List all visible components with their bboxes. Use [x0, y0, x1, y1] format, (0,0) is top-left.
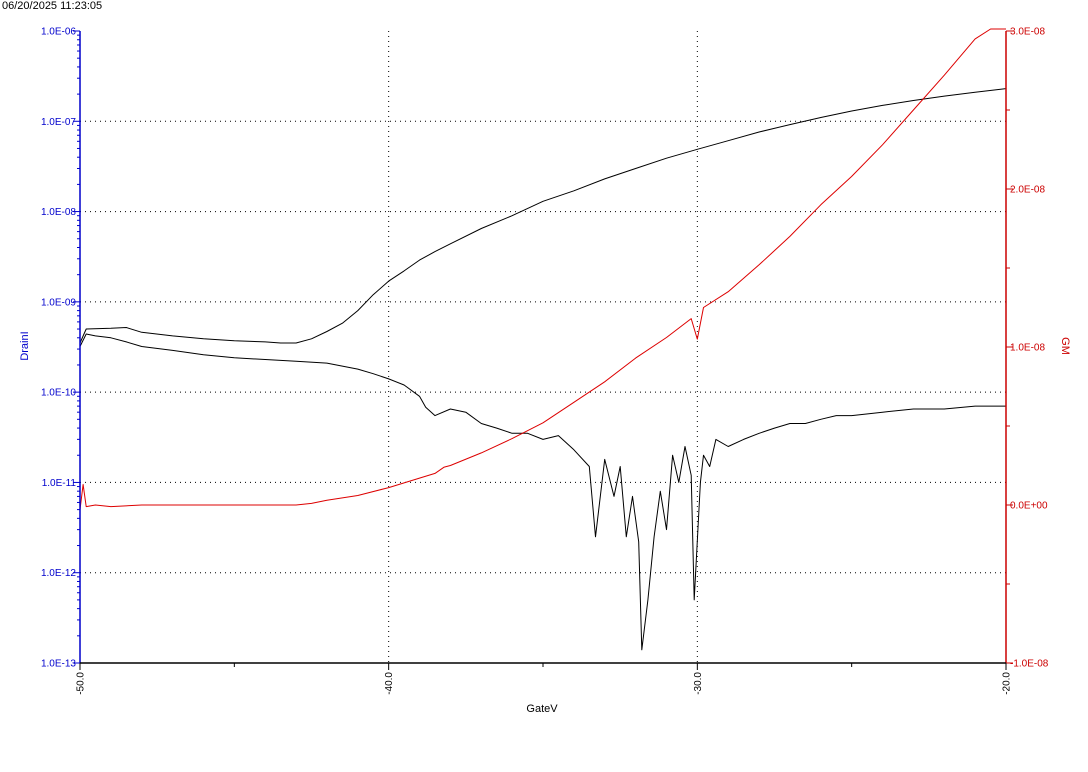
series-layer [79, 28, 1007, 651]
y-right-tick-label: 0.0E+00 [1010, 501, 1048, 512]
y-left-tick-label: 1.0E-13 [41, 659, 76, 670]
axes: 1.0E-06 1.0E-07 1.0E-08 1.0E-09 1.0E-10 1.0E-… [41, 27, 1049, 695]
x-tick-label: -30.0 [693, 672, 704, 695]
x-tick-label: -50.0 [76, 672, 87, 695]
y-left-tick-label: 1.0E-08 [41, 207, 76, 218]
y-left-tick-label: 1.0E-06 [41, 27, 76, 38]
y-right-tick-label: 3.0E-08 [1010, 27, 1045, 38]
y-left-tick-label: 1.0E-10 [41, 388, 76, 399]
y-left-axis-label: DrainI [19, 331, 31, 360]
y-right-tick-label: 2.0E-08 [1010, 185, 1045, 196]
y-left-tick-label: 1.0E-12 [41, 568, 76, 579]
x-axis-label: GateV [526, 703, 558, 715]
drain-current-line [79, 333, 1006, 651]
timestamp: 06/20/2025 11:23:05 [2, 0, 103, 12]
y-right-tick-label: -1.0E-08 [1010, 659, 1049, 670]
drain-current-line [79, 88, 1007, 344]
y-left-tick-label: 1.0E-11 [42, 478, 77, 489]
gm-line [79, 28, 1006, 510]
grid [80, 31, 1006, 663]
x-tick-label: -40.0 [384, 672, 395, 695]
y-right-tick-label: 1.0E-08 [1010, 343, 1045, 354]
y-left-tick-label: 1.0E-07 [41, 117, 76, 128]
y-right-axis-label: GM [1059, 337, 1071, 355]
y-left-tick-label: 1.0E-09 [41, 297, 76, 308]
x-tick-label: -20.0 [1002, 672, 1013, 695]
